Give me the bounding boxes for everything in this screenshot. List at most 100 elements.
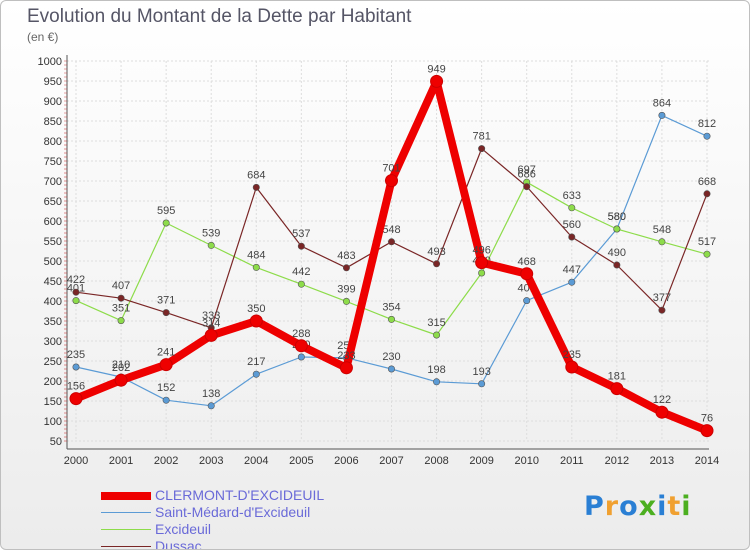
data-label-excideuil: 548 <box>653 224 671 236</box>
data-label-clermont-d-excideuil: 701 <box>382 163 400 175</box>
data-point-clermont-d-excideuil <box>249 314 263 328</box>
data-point-dussac <box>703 190 711 198</box>
data-point-clermont-d-excideuil <box>610 382 624 396</box>
x-tick-label: 2007 <box>379 455 403 467</box>
data-label-excideuil: 517 <box>698 236 716 248</box>
x-tick-label: 2008 <box>424 455 448 467</box>
data-point-dussac <box>162 309 170 317</box>
y-tick-label: 700 <box>44 176 62 188</box>
x-tick-label: 2003 <box>199 455 223 467</box>
data-label-excideuil: 401 <box>67 283 85 295</box>
x-tick-label: 2014 <box>695 455 719 467</box>
data-label-dussac: 483 <box>337 250 355 262</box>
data-point-dussac <box>72 288 80 296</box>
data-label-excideuil: 442 <box>292 266 310 278</box>
x-tick-label: 2009 <box>469 455 493 467</box>
y-tick-label: 800 <box>44 136 62 148</box>
data-label-dussac: 407 <box>112 280 130 292</box>
data-label-clermont-d-excideuil: 949 <box>427 63 445 75</box>
data-label-saint-m-dard-d-excideuil: 812 <box>698 118 716 130</box>
data-label-clermont-d-excideuil: 496 <box>472 245 490 257</box>
data-point-clermont-d-excideuil <box>655 405 669 419</box>
y-tick-label: 100 <box>44 416 62 428</box>
data-label-excideuil: 315 <box>427 317 445 329</box>
data-label-saint-m-dard-d-excideuil: 193 <box>472 366 490 378</box>
data-label-dussac: 333 <box>202 310 220 322</box>
legend-label-saint-medard: Saint-Médard-d'Excideuil <box>155 504 311 520</box>
chart-unit-label: (en €) <box>27 30 59 44</box>
x-tick-label: 2011 <box>560 455 584 467</box>
x-tick-label: 2013 <box>650 455 674 467</box>
data-label-clermont-d-excideuil: 122 <box>653 394 671 406</box>
data-point-excideuil <box>207 241 215 249</box>
legend-label-excideuil: Excideuil <box>155 521 212 537</box>
data-point-excideuil <box>568 204 576 212</box>
data-point-dussac <box>297 242 305 250</box>
data-point-excideuil <box>72 297 80 305</box>
data-point-dussac <box>568 233 576 241</box>
data-label-clermont-d-excideuil: 181 <box>608 371 626 383</box>
data-label-excideuil: 697 <box>518 164 536 176</box>
data-label-saint-m-dard-d-excideuil: 230 <box>382 351 400 363</box>
data-point-dussac <box>117 294 125 302</box>
data-point-excideuil <box>658 238 666 246</box>
y-tick-label: 650 <box>44 196 62 208</box>
data-label-excideuil: 351 <box>112 303 130 315</box>
data-point-saint-m-dard-d-excideuil <box>207 402 215 410</box>
data-point-clermont-d-excideuil <box>339 361 353 375</box>
y-tick-label: 350 <box>44 316 62 328</box>
data-label-excideuil: 539 <box>202 227 220 239</box>
data-label-excideuil: 399 <box>337 283 355 295</box>
data-point-clermont-d-excideuil <box>565 360 579 374</box>
x-tick-label: 2004 <box>244 455 268 467</box>
data-point-dussac <box>433 260 441 268</box>
y-tick-label: 500 <box>44 256 62 268</box>
data-point-clermont-d-excideuil <box>520 267 534 281</box>
y-tick-label: 950 <box>44 76 62 88</box>
data-point-saint-m-dard-d-excideuil <box>523 297 531 305</box>
y-tick-label: 900 <box>44 96 62 108</box>
legend-swatch-dussac <box>101 546 151 547</box>
data-point-saint-m-dard-d-excideuil <box>162 396 170 404</box>
data-point-saint-m-dard-d-excideuil <box>297 353 305 361</box>
data-point-excideuil <box>433 331 441 339</box>
data-label-saint-m-dard-d-excideuil: 152 <box>157 382 175 394</box>
data-point-dussac <box>342 264 350 272</box>
data-point-clermont-d-excideuil <box>204 328 218 342</box>
data-label-dussac: 422 <box>67 274 85 286</box>
data-label-clermont-d-excideuil: 233 <box>337 350 355 362</box>
data-point-excideuil <box>703 250 711 258</box>
data-point-saint-m-dard-d-excideuil <box>478 380 486 388</box>
data-label-saint-m-dard-d-excideuil: 580 <box>608 211 626 223</box>
data-label-saint-m-dard-d-excideuil: 864 <box>653 97 671 109</box>
data-point-excideuil <box>387 315 395 323</box>
data-point-dussac <box>478 145 486 153</box>
data-label-dussac: 684 <box>247 169 265 181</box>
y-tick-label: 50 <box>50 436 62 448</box>
data-label-dussac: 371 <box>157 295 175 307</box>
data-label-clermont-d-excideuil: 76 <box>701 413 713 425</box>
data-label-dussac: 668 <box>698 176 716 188</box>
data-label-clermont-d-excideuil: 241 <box>157 347 175 359</box>
y-tick-label: 250 <box>44 356 62 368</box>
y-tick-label: 300 <box>44 336 62 348</box>
data-label-excideuil: 595 <box>157 205 175 217</box>
data-point-dussac <box>658 306 666 314</box>
y-tick-label: 1000 <box>38 56 62 68</box>
data-point-clermont-d-excideuil <box>69 392 83 406</box>
data-label-clermont-d-excideuil: 156 <box>67 381 85 393</box>
y-tick-label: 200 <box>44 376 62 388</box>
data-point-dussac <box>613 261 621 269</box>
x-tick-label: 2000 <box>64 455 88 467</box>
data-label-saint-m-dard-d-excideuil: 217 <box>247 356 265 368</box>
data-label-clermont-d-excideuil: 202 <box>112 362 130 374</box>
data-label-saint-m-dard-d-excideuil: 198 <box>427 364 445 376</box>
data-label-saint-m-dard-d-excideuil: 210 <box>112 359 130 371</box>
data-point-saint-m-dard-d-excideuil <box>387 365 395 373</box>
data-label-excideuil: 633 <box>563 190 581 202</box>
data-point-saint-m-dard-d-excideuil <box>252 370 260 378</box>
data-point-clermont-d-excideuil <box>700 424 714 438</box>
data-point-clermont-d-excideuil <box>114 373 128 387</box>
data-point-clermont-d-excideuil <box>385 174 398 188</box>
